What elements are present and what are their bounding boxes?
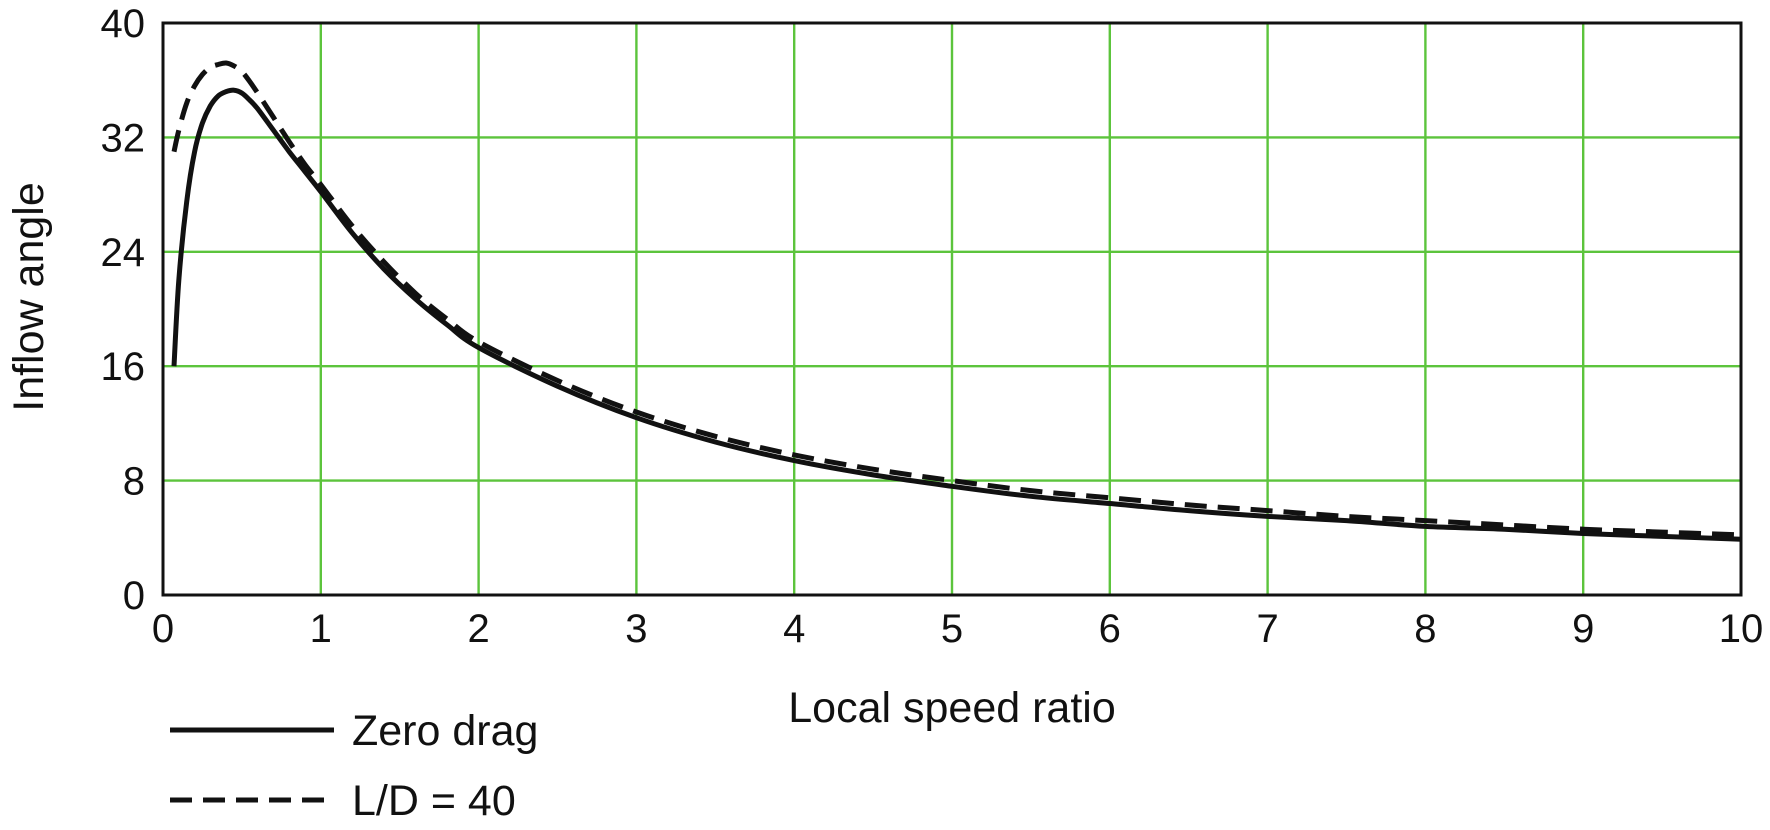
x-tick-label-0: 0 xyxy=(152,607,174,651)
y-axis-title: Inflow angle xyxy=(5,182,53,412)
y-tick-label-0: 0 xyxy=(123,574,145,618)
x-tick-label-2: 2 xyxy=(467,607,489,651)
plot-grid xyxy=(163,23,1741,595)
plot-frame xyxy=(161,21,1743,597)
x-tick-label-10: 10 xyxy=(1719,607,1764,651)
x-axis-title: Local speed ratio xyxy=(788,684,1116,732)
x-tick-label-7: 7 xyxy=(1256,607,1278,651)
series-layer xyxy=(171,60,1742,542)
legend-label-zero-drag: Zero drag xyxy=(352,707,538,755)
x-tick-labels: 0 1 2 3 4 5 6 7 8 9 10 xyxy=(152,607,1763,651)
y-tick-label-8: 8 xyxy=(123,460,145,504)
y-tick-label-40: 40 xyxy=(101,2,146,46)
legend-label-l-d-40: L/D = 40 xyxy=(352,777,516,825)
x-tick-label-8: 8 xyxy=(1414,607,1436,651)
series-line-l-d-40 xyxy=(171,60,1742,538)
x-tick-label-1: 1 xyxy=(310,607,332,651)
legend: Zero drag L/D = 40 xyxy=(170,707,538,825)
y-tick-label-24: 24 xyxy=(101,231,146,275)
x-tick-label-9: 9 xyxy=(1572,607,1594,651)
x-tick-label-4: 4 xyxy=(783,607,805,651)
x-tick-label-5: 5 xyxy=(941,607,963,651)
series-line-zero-drag xyxy=(171,87,1742,542)
y-tick-labels: 0 8 16 24 32 40 xyxy=(101,2,146,618)
x-tick-label-6: 6 xyxy=(1099,607,1121,651)
y-tick-label-32: 32 xyxy=(101,116,146,160)
y-tick-label-16: 16 xyxy=(101,345,146,389)
x-tick-label-3: 3 xyxy=(625,607,647,651)
